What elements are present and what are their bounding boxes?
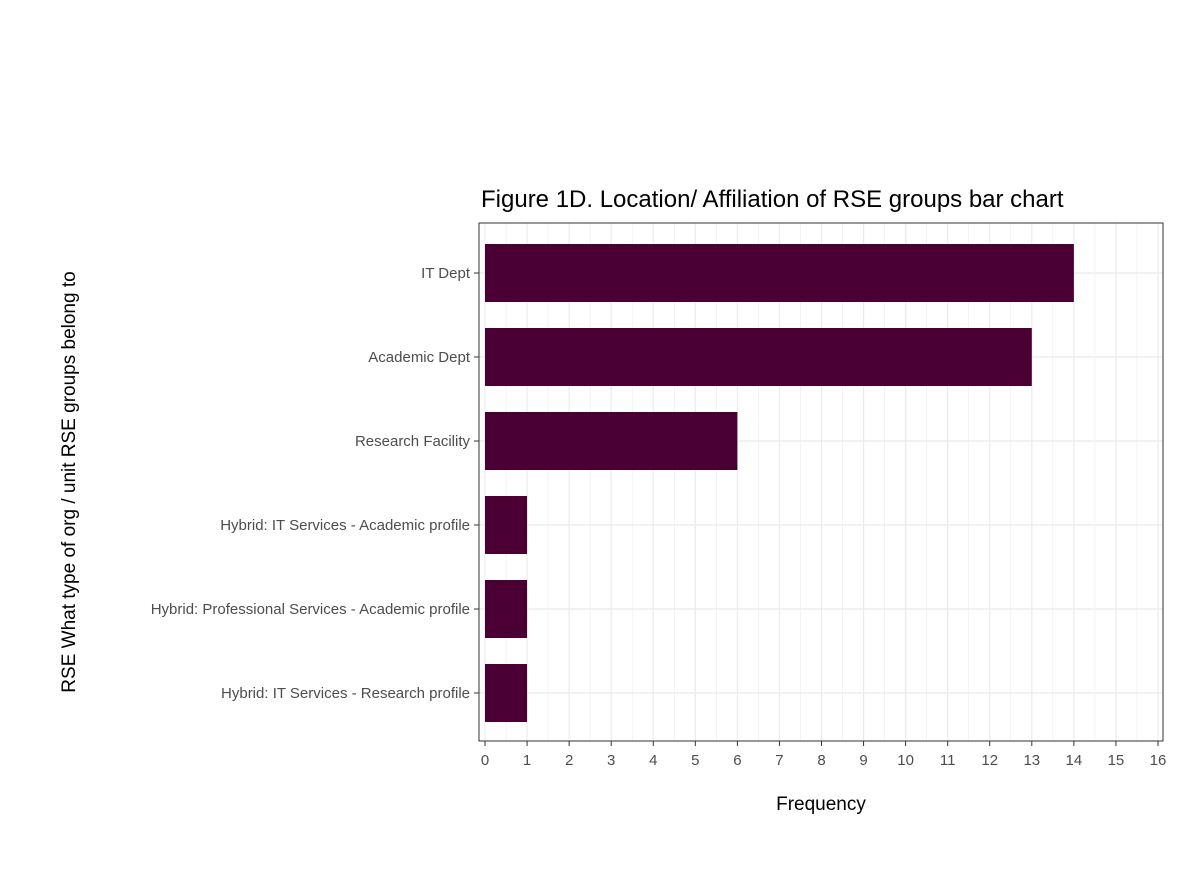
y-tick-label: IT Dept <box>421 265 471 282</box>
bar <box>485 244 1074 302</box>
bar <box>485 496 528 554</box>
x-tick-label: 1 <box>523 752 531 769</box>
y-tick-label: Hybrid: Professional Services - Academic… <box>151 601 470 618</box>
x-tick-label: 16 <box>1150 752 1167 769</box>
grid-lines <box>479 223 1163 741</box>
x-axis-title: Frequency <box>776 794 866 815</box>
x-tick-label: 0 <box>481 752 489 769</box>
y-tick-label: Hybrid: IT Services - Research profile <box>221 685 470 702</box>
y-tick-label: Academic Dept <box>368 349 471 366</box>
x-tick-label: 2 <box>565 752 573 769</box>
y-tick-label: Hybrid: IT Services - Academic profile <box>220 517 470 534</box>
x-tick-label: 5 <box>691 752 699 769</box>
x-tick-label: 8 <box>817 752 825 769</box>
x-tick-label: 11 <box>940 752 956 769</box>
x-tick-label: 12 <box>981 752 998 769</box>
y-axis: IT Dept Academic Dept Research Facility Hyb… <box>151 265 479 702</box>
x-axis: 0 1 2 3 4 5 6 7 8 9 10 11 12 13 14 15 16 <box>481 741 1167 769</box>
bars <box>485 244 1074 722</box>
y-tick-label: Research Facility <box>355 433 471 450</box>
x-tick-label: 9 <box>859 752 867 769</box>
x-tick-label: 14 <box>1066 752 1083 769</box>
y-axis-title: RSE What type of org / unit RSE groups b… <box>59 271 80 692</box>
bar <box>485 328 1032 386</box>
x-tick-label: 15 <box>1108 752 1125 769</box>
bar <box>485 664 528 722</box>
x-tick-label: 10 <box>897 752 914 769</box>
x-tick-label: 3 <box>607 752 615 769</box>
chart-title: Figure 1D. Location/ Affiliation of RSE … <box>481 186 1064 213</box>
bar <box>485 412 738 470</box>
x-tick-label: 7 <box>775 752 783 769</box>
bar <box>485 580 528 638</box>
x-tick-label: 13 <box>1023 752 1040 769</box>
x-tick-label: 6 <box>733 752 741 769</box>
x-tick-label: 4 <box>649 752 657 769</box>
